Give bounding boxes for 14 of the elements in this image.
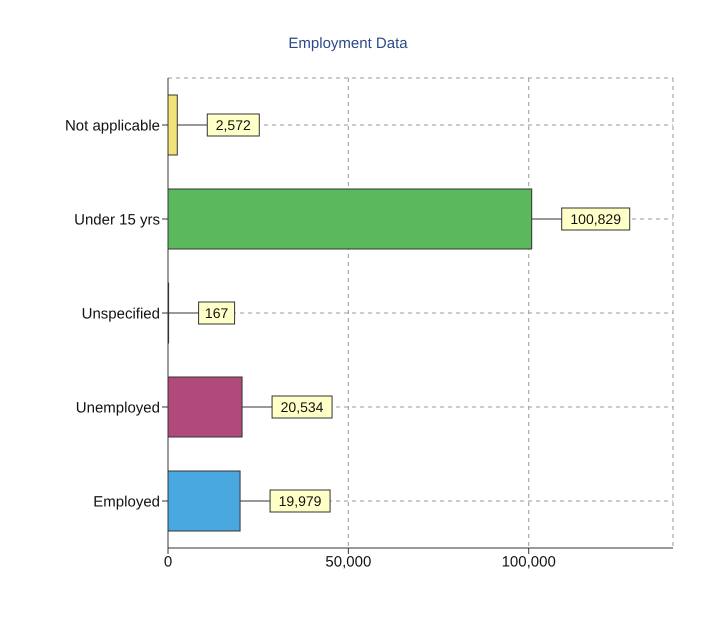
- x-tick-label: 100,000: [502, 554, 556, 571]
- chart-title: Employment Data: [288, 35, 408, 52]
- data-label: 100,829: [570, 211, 622, 227]
- y-tick-label: Unemployed: [76, 399, 160, 416]
- y-tick-label: Employed: [93, 493, 160, 510]
- y-tick-label: Unspecified: [82, 305, 160, 322]
- data-label: 19,979: [278, 493, 322, 509]
- x-tick-label: 0: [164, 554, 172, 571]
- y-tick-label: Not applicable: [64, 117, 160, 134]
- x-tick-label: 50,000: [325, 554, 372, 571]
- data-label: 20,534: [280, 399, 324, 415]
- data-label: 167: [204, 305, 228, 321]
- y-tick-label: Under 15 yrs: [74, 211, 160, 228]
- data-label: 2,572: [216, 117, 251, 133]
